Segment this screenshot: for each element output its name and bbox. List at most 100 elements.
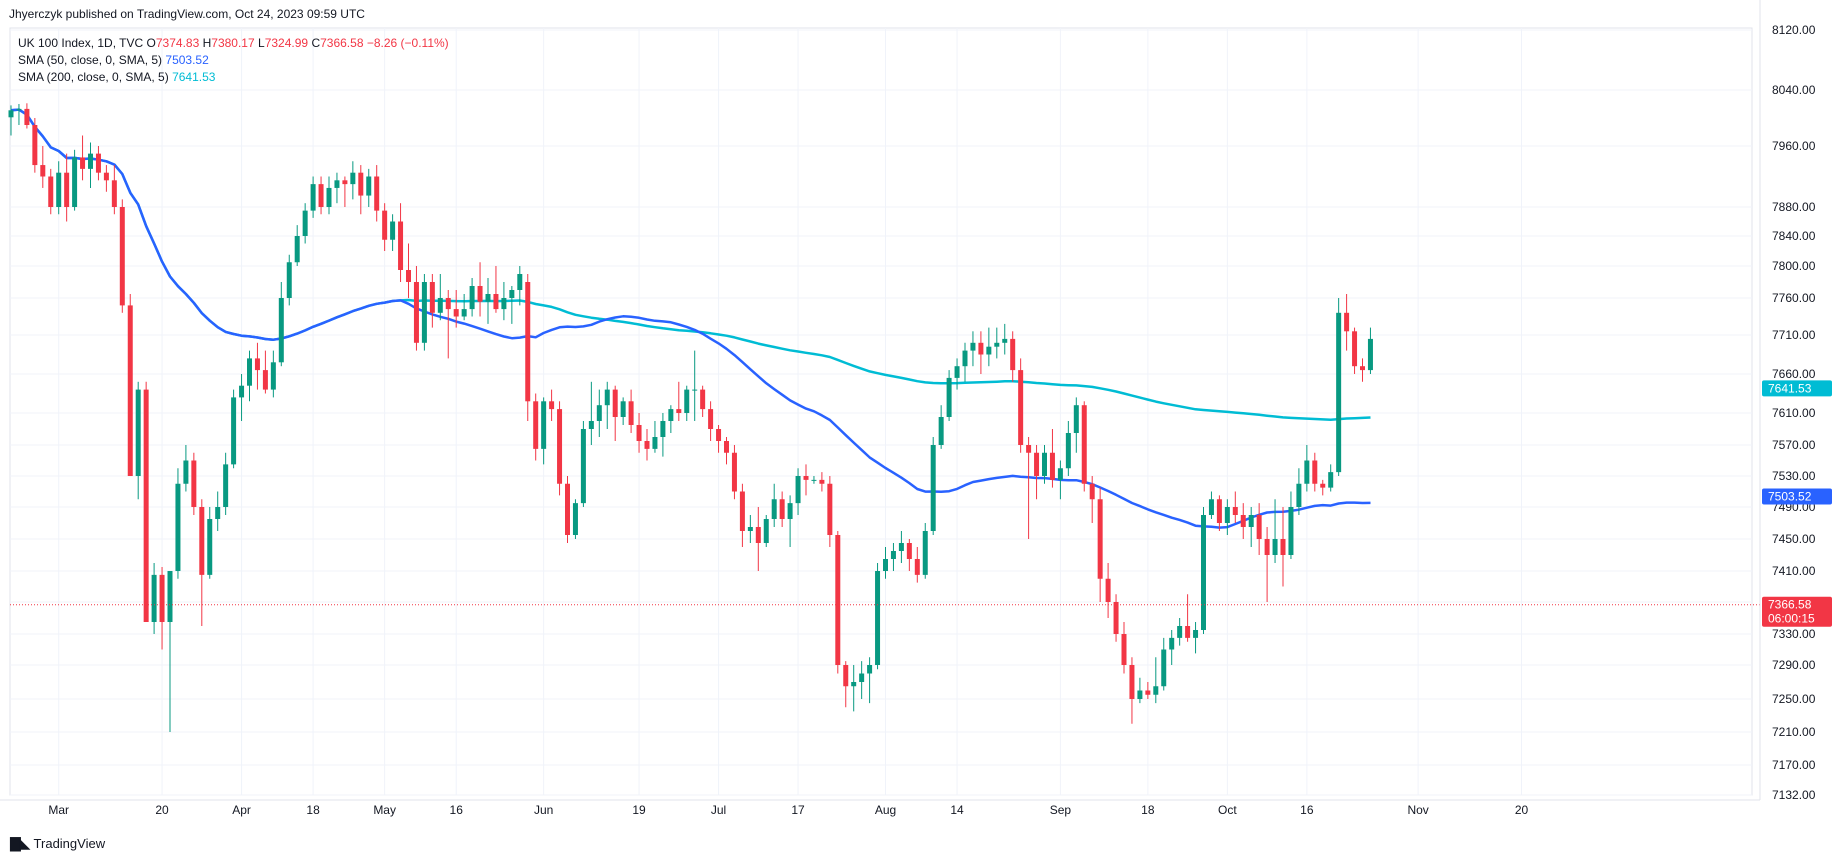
candle [859, 661, 865, 699]
candle [1216, 495, 1222, 531]
candle-body [867, 665, 873, 674]
candle [787, 495, 793, 547]
candle [445, 290, 451, 359]
y-tick-label: 7800.00 [1772, 259, 1816, 273]
x-tick-label: Nov [1407, 803, 1428, 817]
candle-body [413, 282, 419, 343]
candle [143, 381, 149, 622]
candle-body [175, 483, 181, 571]
candle-body [588, 421, 594, 429]
candle-body [1280, 539, 1286, 555]
candle-body [254, 358, 260, 371]
legend-sma50-value: 7503.52 [165, 53, 209, 67]
candle [588, 381, 594, 445]
y-tick-label: 7840.00 [1772, 229, 1816, 243]
candle [1097, 487, 1103, 602]
candle-body [620, 401, 626, 417]
candle-body [1360, 366, 1365, 371]
candle-body [684, 389, 690, 413]
candle-body [32, 125, 38, 166]
candle-body [1312, 460, 1318, 484]
sma50-axis-label: 7503.52 [1768, 490, 1812, 504]
candle [119, 199, 125, 313]
legend-high-label: H [202, 36, 212, 50]
y-tick-label: 7710.00 [1772, 328, 1816, 342]
legend-sma200-row[interactable]: SMA (200, close, 0, SMA, 5) 7641.53 [18, 69, 449, 86]
candle [350, 161, 356, 200]
candle [223, 452, 229, 515]
candle-body [207, 519, 213, 575]
candle-body [103, 172, 109, 181]
candle-body [612, 389, 618, 417]
candle-body [930, 445, 936, 531]
candle-body [604, 389, 610, 406]
candle-body [350, 172, 356, 185]
candle [843, 661, 849, 708]
candle-body [1177, 626, 1183, 638]
candle [1145, 682, 1151, 699]
candle [533, 393, 539, 461]
candle-body [1137, 690, 1143, 699]
candle [382, 203, 388, 251]
candle-body [763, 519, 769, 543]
candle-body [1304, 460, 1310, 484]
legend-ohlc-row: UK 100 Index, 1D, TVC O7374.83 H7380.17 … [18, 35, 449, 52]
candle [755, 507, 761, 571]
candle [795, 468, 801, 515]
legend-low-label: L [258, 36, 265, 50]
candle-body [1026, 445, 1032, 453]
candle [708, 401, 714, 441]
x-tick-label: Aug [875, 803, 896, 817]
candle-body [1145, 690, 1151, 695]
legend-symbol: UK 100 Index, 1D, TVC [18, 36, 144, 50]
candle-body [1240, 515, 1246, 527]
candle-body [318, 184, 324, 207]
candle [565, 476, 570, 543]
tradingview-logo[interactable]: ▇◣ TradingView [10, 835, 105, 852]
candle [803, 464, 809, 496]
candle-body [326, 187, 332, 207]
candle-body [668, 409, 674, 421]
y-tick-label: 7170.00 [1772, 758, 1816, 772]
candle-body [596, 405, 602, 421]
candle [906, 539, 912, 571]
candle [199, 499, 205, 626]
candle-body [406, 270, 411, 282]
candle [1224, 499, 1230, 535]
candle-body [843, 665, 849, 687]
candle-body [1105, 578, 1111, 602]
candle [557, 401, 563, 496]
candle [1328, 464, 1334, 492]
candle [95, 146, 101, 181]
candle-body [676, 409, 682, 413]
candle [151, 563, 157, 634]
candle [374, 165, 380, 222]
x-tick-label: 14 [950, 803, 964, 817]
legend-open-label: O [146, 36, 156, 50]
candle-body [1065, 433, 1071, 469]
candle-body [549, 401, 555, 410]
legend-high: 7380.17 [211, 36, 255, 50]
candle [80, 135, 86, 181]
candle-body [906, 543, 912, 559]
candle [477, 262, 483, 317]
candle-body [787, 503, 793, 519]
candle [398, 203, 404, 282]
candle-body [135, 389, 141, 476]
candle-body [1193, 630, 1199, 638]
candle-body [191, 460, 197, 507]
candle-body [819, 479, 825, 484]
sma50-line-layer [10, 108, 1371, 529]
last-price-axis-label: 7366.58 [1768, 598, 1812, 612]
candle-body [1367, 338, 1373, 371]
candle [938, 405, 944, 449]
candle [549, 389, 555, 421]
candle-body [1264, 539, 1270, 555]
legend-sma50-row[interactable]: SMA (50, close, 0, SMA, 5) 7503.52 [18, 52, 449, 69]
candle-body [1201, 515, 1206, 630]
candle-body [151, 574, 157, 622]
candle-body [119, 207, 125, 306]
candle-body [334, 180, 340, 188]
x-tick-label: 17 [791, 803, 805, 817]
